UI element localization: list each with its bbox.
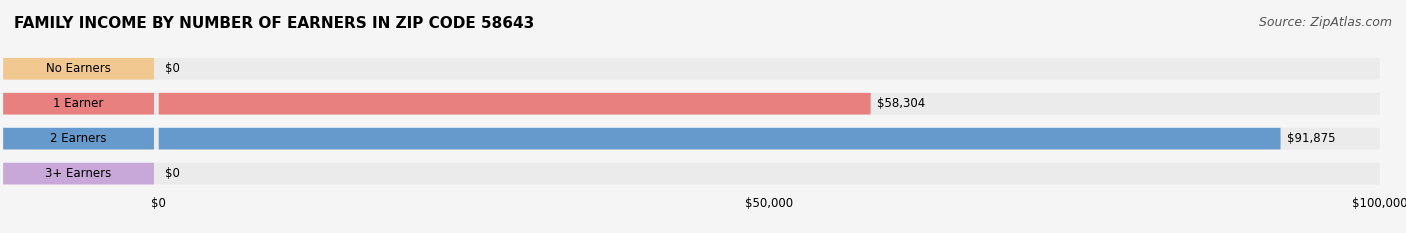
Text: 2 Earners: 2 Earners [51,132,107,145]
FancyBboxPatch shape [159,128,1281,150]
Text: Source: ZipAtlas.com: Source: ZipAtlas.com [1258,16,1392,29]
FancyBboxPatch shape [3,93,1379,115]
Text: No Earners: No Earners [46,62,111,75]
FancyBboxPatch shape [3,163,1379,185]
Text: 3+ Earners: 3+ Earners [45,167,111,180]
FancyBboxPatch shape [3,128,155,150]
Text: $0: $0 [165,167,180,180]
Text: $91,875: $91,875 [1286,132,1336,145]
FancyBboxPatch shape [3,93,155,115]
FancyBboxPatch shape [159,93,870,115]
Text: FAMILY INCOME BY NUMBER OF EARNERS IN ZIP CODE 58643: FAMILY INCOME BY NUMBER OF EARNERS IN ZI… [14,16,534,31]
Text: $0: $0 [165,62,180,75]
Text: 1 Earner: 1 Earner [53,97,104,110]
FancyBboxPatch shape [3,58,1379,80]
FancyBboxPatch shape [3,128,1379,150]
FancyBboxPatch shape [3,163,155,185]
Text: $58,304: $58,304 [877,97,925,110]
FancyBboxPatch shape [3,58,155,80]
